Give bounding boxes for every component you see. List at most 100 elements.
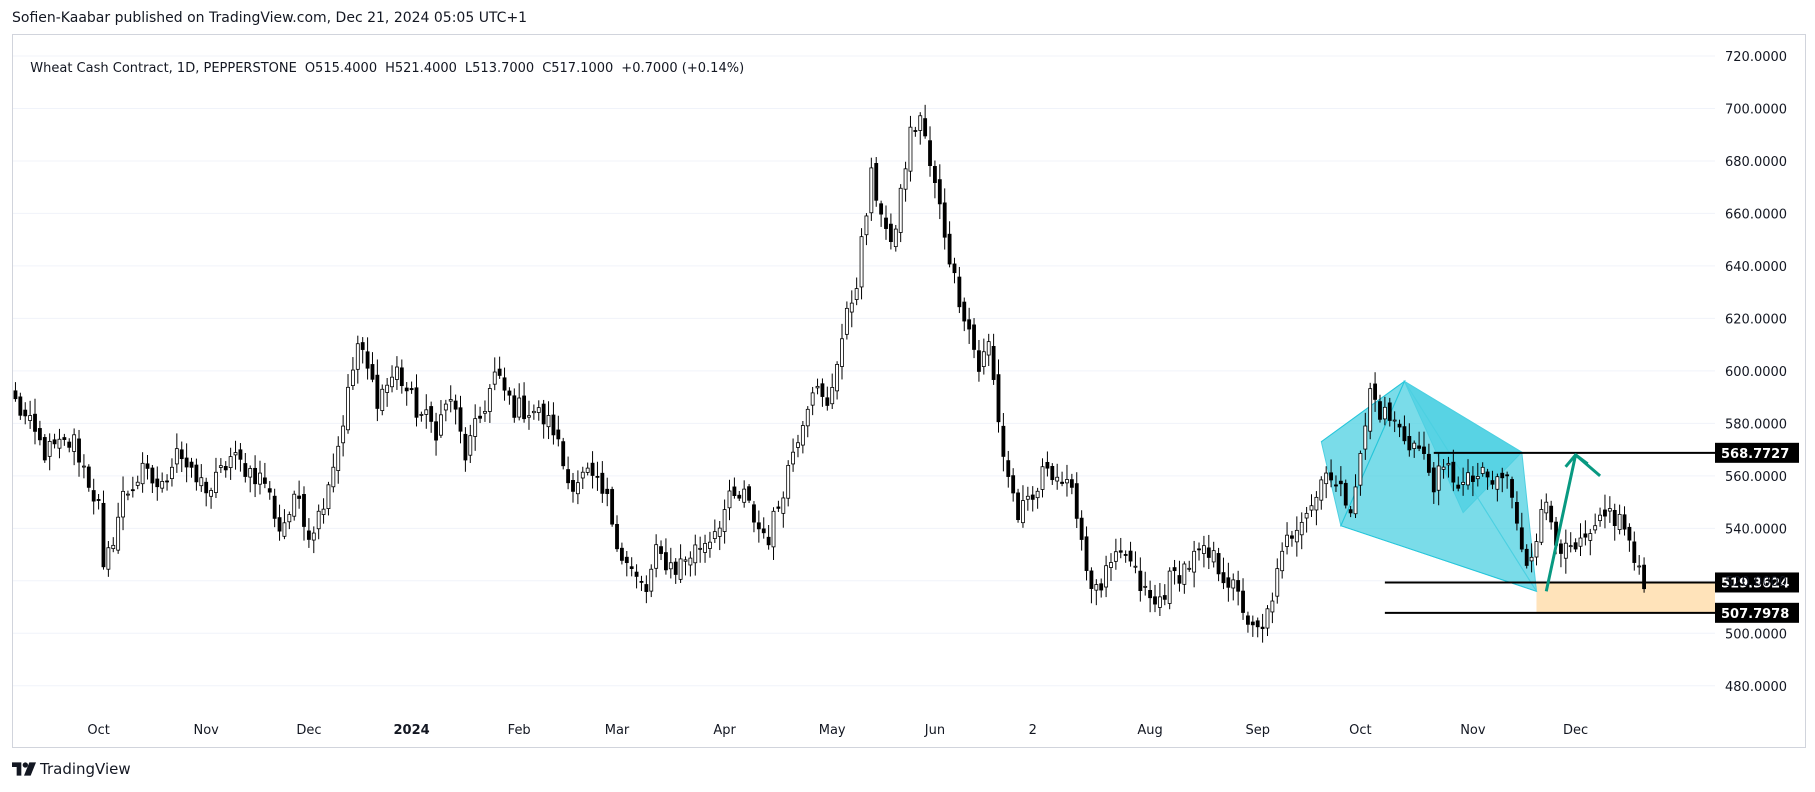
candle-body-down xyxy=(23,409,28,417)
candle-body-down xyxy=(1221,572,1226,584)
candle xyxy=(1378,394,1382,423)
candle-body-up xyxy=(859,236,864,288)
candle xyxy=(277,504,282,541)
candle-body-up xyxy=(336,445,341,471)
candle xyxy=(566,456,571,490)
candle xyxy=(752,501,756,533)
candle-body-down xyxy=(1206,547,1211,558)
candle-body-up xyxy=(1304,512,1309,519)
candle xyxy=(1104,555,1109,598)
candle xyxy=(1500,467,1505,493)
candle-body-down xyxy=(399,367,404,387)
candle xyxy=(238,443,243,472)
x-tick-label: Jun xyxy=(924,723,945,738)
candle xyxy=(913,126,918,137)
candle-body-up xyxy=(439,414,443,436)
candle-body-down xyxy=(1030,494,1035,500)
candle-body-down xyxy=(1622,514,1627,530)
candle-body-down xyxy=(96,499,101,501)
candle xyxy=(399,359,404,394)
candle xyxy=(732,477,737,499)
candle-body-up xyxy=(585,467,590,473)
candle xyxy=(1622,506,1627,536)
candle xyxy=(1172,559,1177,585)
candle xyxy=(1099,578,1104,598)
candle-body-up xyxy=(174,448,179,465)
candle xyxy=(1510,476,1514,509)
candle xyxy=(654,534,659,578)
candle-body-up xyxy=(727,490,732,509)
candle xyxy=(1246,611,1250,633)
candle-body-down xyxy=(404,387,409,392)
candle xyxy=(1422,431,1426,460)
candle-body-down xyxy=(644,584,649,592)
candle-body-up xyxy=(1265,608,1270,629)
price-axis: 480.0000 500.0000 520.0000 540.0000 560.0000… xyxy=(1725,50,1787,695)
candle xyxy=(1559,539,1563,568)
candle xyxy=(536,400,541,421)
candle xyxy=(439,400,443,438)
candle xyxy=(57,428,62,459)
candle xyxy=(747,484,751,504)
candle-body-up xyxy=(815,385,820,389)
y-tick-label: 560.0000 xyxy=(1725,470,1787,485)
candle-body-down xyxy=(962,301,967,322)
candle xyxy=(1402,415,1407,445)
candle xyxy=(375,359,380,422)
candle-body-down xyxy=(360,342,365,350)
candle-body-down xyxy=(150,467,155,484)
candle-body-down xyxy=(1451,461,1456,483)
harmonic-pattern xyxy=(1320,379,1538,593)
candle xyxy=(209,487,213,509)
candle xyxy=(825,386,830,411)
candle-body-down xyxy=(453,400,458,410)
candle-body-down xyxy=(737,494,742,499)
candle-body-up xyxy=(473,418,478,437)
candle xyxy=(1231,573,1236,601)
candle-body-down xyxy=(1485,471,1490,478)
candle xyxy=(1353,474,1358,519)
candle xyxy=(1431,462,1436,504)
candle-body-down xyxy=(600,472,605,494)
candle-body-up xyxy=(121,490,125,518)
level-price-tag xyxy=(1715,442,1799,463)
x-tick-label: Apr xyxy=(713,723,736,738)
candle-body-down xyxy=(522,395,527,420)
candle xyxy=(600,461,605,503)
candle xyxy=(1358,450,1363,496)
candle xyxy=(1637,555,1642,575)
candle-body-up xyxy=(981,351,986,367)
candle-body-down xyxy=(204,481,209,494)
candle-body-up xyxy=(1441,466,1446,470)
candle-body-down xyxy=(1422,446,1426,454)
candle xyxy=(82,454,86,479)
candles xyxy=(13,104,1646,643)
candle-body-down xyxy=(634,571,639,577)
candle xyxy=(683,556,688,576)
candle-body-down xyxy=(130,489,135,492)
candle xyxy=(522,382,527,423)
candle xyxy=(1148,580,1153,613)
y-tick-label: 480.0000 xyxy=(1725,680,1787,695)
candle xyxy=(282,509,287,540)
footer-brand[interactable]: TradingView xyxy=(12,760,131,778)
candle xyxy=(605,477,610,507)
candle xyxy=(160,472,165,493)
candle-body-down xyxy=(595,475,600,478)
candle xyxy=(1133,551,1138,574)
candle xyxy=(1642,557,1646,593)
x-tick-label: Nov xyxy=(193,723,219,738)
candle xyxy=(512,388,517,423)
candle-body-up xyxy=(1324,472,1329,485)
candle xyxy=(977,339,981,382)
candle-body-up xyxy=(986,341,991,356)
candle xyxy=(448,385,453,413)
candle xyxy=(590,451,595,489)
candle-body-up xyxy=(214,471,218,493)
candle xyxy=(1627,523,1632,552)
candle-body-down xyxy=(478,415,482,419)
candle-body-up xyxy=(346,386,350,431)
x-tick-label: Oct xyxy=(1349,723,1371,738)
candle-body-up xyxy=(468,435,473,456)
